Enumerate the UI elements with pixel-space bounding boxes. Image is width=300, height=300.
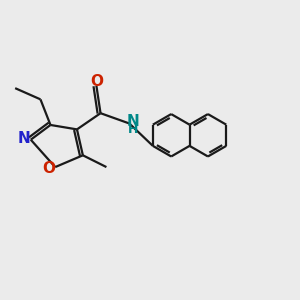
Text: H: H — [128, 124, 138, 136]
Text: N: N — [127, 114, 139, 129]
Text: N: N — [18, 131, 31, 146]
Text: O: O — [91, 74, 103, 88]
Text: O: O — [42, 161, 55, 176]
